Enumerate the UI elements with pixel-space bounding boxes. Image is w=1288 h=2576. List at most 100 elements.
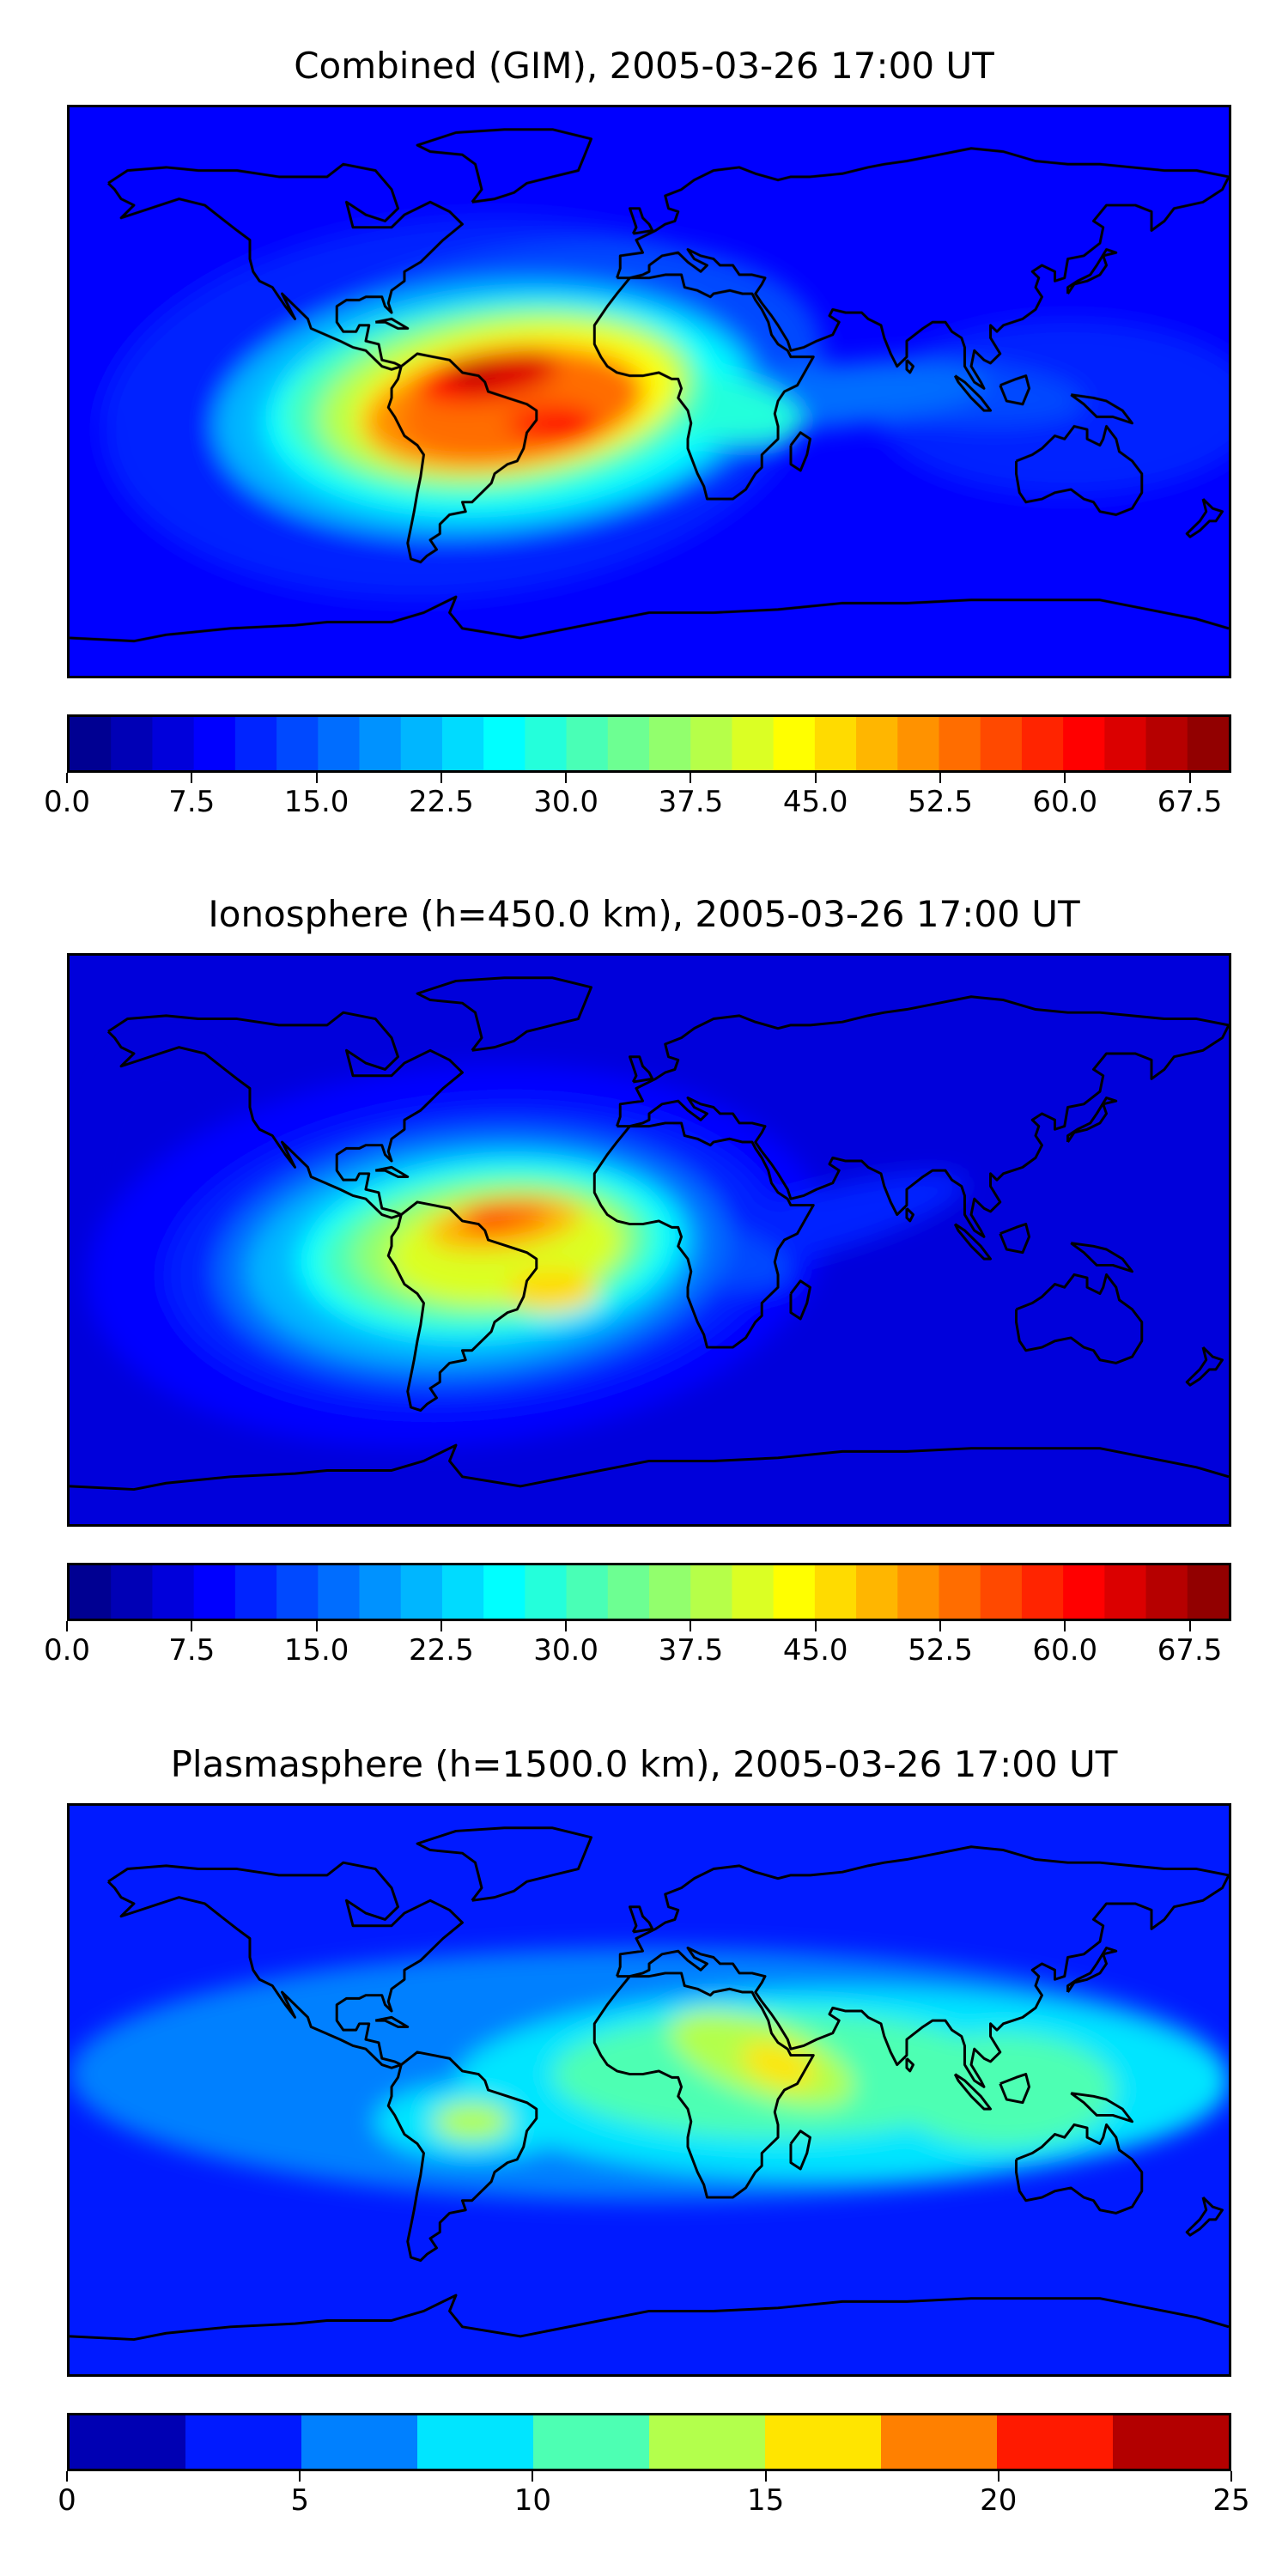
colorbar-swatch <box>193 1565 236 1619</box>
coastline <box>1185 498 1224 538</box>
coastline <box>953 1223 993 1261</box>
coastline <box>905 1207 915 1223</box>
coastlines <box>70 1826 1229 2342</box>
coastline <box>374 2015 410 2028</box>
colorbar-ticks: 0.0 7.5 15.0 22.5 30.0 37.5 45.0 52.5 60.0 67.5 <box>44 1621 1231 1673</box>
colorbar-swatch <box>1113 2415 1229 2469</box>
colorbar-swatch <box>649 1565 691 1619</box>
colorbar-svg <box>70 2415 1229 2469</box>
colorbar-swatch <box>649 717 691 770</box>
colorbar-swatch <box>400 1565 443 1619</box>
colorbar-swatch <box>400 717 443 770</box>
colorbar-swatch <box>1187 717 1229 770</box>
colorbar-swatch <box>1063 1565 1105 1619</box>
coastline <box>106 162 464 371</box>
coastline <box>953 374 993 412</box>
colorbar-tick <box>814 773 817 783</box>
colorbar-tick-label: 52.5 <box>908 1633 973 1668</box>
colorbar-swatch <box>70 717 112 770</box>
coastline <box>1070 1242 1133 1273</box>
colorbar-swatch <box>997 2415 1114 2469</box>
colorbar-tick-label: 7.5 <box>168 785 216 819</box>
colorbar-swatch <box>765 2415 882 2469</box>
colorbar-tick-label: 0 <box>58 2483 76 2518</box>
colorbar-swatch <box>1187 1565 1229 1619</box>
colorbar-swatch <box>980 717 1023 770</box>
colorbar-swatch <box>111 717 154 770</box>
colorbar-svg <box>70 717 1229 770</box>
colorbar-tick-label: 67.5 <box>1157 1633 1223 1668</box>
colorbar-tick-label: 52.5 <box>908 785 973 819</box>
tec-contours <box>70 1947 1229 2201</box>
tec-map <box>67 105 1231 678</box>
colorbar-tick <box>764 2471 767 2482</box>
colorbar-tick <box>532 2471 534 2482</box>
colorbar <box>67 1563 1231 1621</box>
colorbar-tick <box>1064 1621 1066 1631</box>
colorbar-swatch <box>483 717 526 770</box>
colorbar-tick <box>690 773 692 783</box>
colorbar-tick-label: 15.0 <box>283 785 349 819</box>
colorbar-swatch <box>732 717 775 770</box>
colorbar-tick-label: 45.0 <box>782 1633 848 1668</box>
coastline <box>416 128 592 204</box>
colorbar-swatch <box>939 1565 981 1619</box>
colorbar-tick <box>315 1621 318 1631</box>
colorbar-tick <box>66 1621 68 1631</box>
colorbar-svg <box>70 1565 1229 1619</box>
contour-level <box>543 416 595 442</box>
colorbar-swatch <box>897 1565 940 1619</box>
tec-map-svg <box>70 956 1229 1524</box>
colorbar-tick-label: 67.5 <box>1157 785 1223 819</box>
colorbar-tick <box>1230 2471 1232 2482</box>
colorbar-tick-label: 7.5 <box>168 1633 216 1668</box>
coastline <box>1066 1097 1118 1143</box>
coastline <box>70 2293 1229 2342</box>
colorbar-swatch <box>1063 717 1105 770</box>
colorbar-swatch <box>276 1565 319 1619</box>
coastline <box>416 976 592 1052</box>
panel-title: Ionosphere (h=450.0 km), 2005-03-26 17:0… <box>208 893 1080 935</box>
coastline <box>1066 1947 1118 1993</box>
colorbar-swatch <box>897 717 940 770</box>
colorbar-swatch <box>732 1565 775 1619</box>
colorbar <box>67 2413 1231 2471</box>
colorbar-swatch <box>607 717 650 770</box>
coastline <box>789 1279 811 1321</box>
colorbar-tick <box>1064 773 1066 783</box>
colorbar-tick <box>299 2471 301 2482</box>
colorbar-swatch <box>939 717 981 770</box>
tec-map-svg <box>70 107 1229 676</box>
coastline <box>386 352 538 564</box>
colorbar-swatch <box>318 1565 361 1619</box>
colorbar-swatch <box>690 1565 733 1619</box>
coastline <box>629 1905 654 1934</box>
colorbar-tick <box>191 773 193 783</box>
colorbar-swatch <box>690 717 733 770</box>
coastline <box>386 1200 538 1413</box>
colorbar-tick-label: 0.0 <box>43 785 91 819</box>
colorbar-tick-label: 22.5 <box>408 1633 474 1668</box>
contour-level <box>507 1268 598 1313</box>
tec-contours <box>70 202 1229 599</box>
colorbar-tick-label: 25 <box>1212 2483 1250 2518</box>
colorbar-swatch <box>1104 717 1147 770</box>
colorbar-tick-label: 15 <box>746 2483 785 2518</box>
colorbar-tick <box>814 1621 817 1631</box>
colorbar-swatch <box>773 717 816 770</box>
colorbar-swatch <box>1104 1565 1147 1619</box>
colorbar-swatch <box>359 717 402 770</box>
colorbar-swatch <box>441 1565 484 1619</box>
colorbar-tick-label: 10 <box>513 2483 552 2518</box>
colorbar-tick-label: 60.0 <box>1032 1633 1098 1668</box>
colorbar-swatch <box>814 717 857 770</box>
colorbar-swatch <box>1145 1565 1188 1619</box>
colorbar-swatch <box>318 717 361 770</box>
coastlines <box>70 976 1229 1492</box>
contour-level <box>433 2102 511 2141</box>
colorbar-swatch <box>193 717 236 770</box>
colorbar-tick-label: 0.0 <box>43 1633 91 1668</box>
colorbar-swatch <box>483 1565 526 1619</box>
colorbar-swatch <box>856 1565 898 1619</box>
coastlines <box>70 128 1229 643</box>
